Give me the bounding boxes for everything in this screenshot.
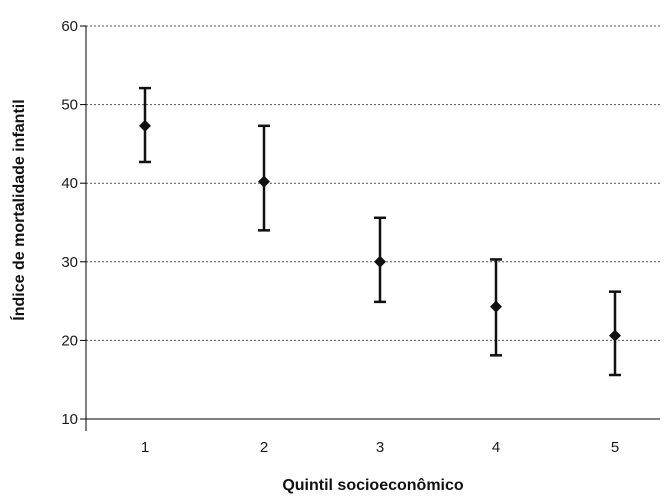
data-point-group (258, 126, 270, 231)
x-tick-labels: 1 2 3 4 5 (141, 439, 619, 456)
y-tick-label: 60 (61, 18, 78, 35)
x-tick-label: 3 (376, 439, 384, 456)
axes (86, 26, 660, 431)
data-series (139, 88, 621, 375)
diamond-marker (258, 176, 270, 188)
x-axis-title: Quintil socioeconômico (282, 477, 464, 494)
diamond-marker (374, 256, 386, 268)
y-tick-label: 40 (61, 175, 78, 192)
diamond-marker (490, 301, 502, 313)
data-point-group (139, 88, 151, 162)
y-axis-title: Índice de mortalidade infantil (9, 99, 28, 320)
y-tick-label: 30 (61, 254, 78, 271)
diamond-marker (139, 120, 151, 132)
x-tick-label: 1 (141, 439, 149, 456)
x-tick-label: 4 (492, 439, 500, 456)
y-tick-label: 50 (61, 97, 78, 114)
data-point-group (374, 218, 386, 302)
data-point-group (609, 292, 621, 375)
y-tick-label: 10 (61, 411, 78, 428)
diamond-marker (609, 330, 621, 342)
y-tick-labels: 10 20 30 40 50 60 (61, 18, 86, 428)
gridlines (86, 26, 660, 340)
x-tick-label: 2 (260, 439, 268, 456)
x-tick-label: 5 (611, 439, 619, 456)
data-point-group (490, 259, 502, 355)
y-tick-label: 20 (61, 332, 78, 349)
